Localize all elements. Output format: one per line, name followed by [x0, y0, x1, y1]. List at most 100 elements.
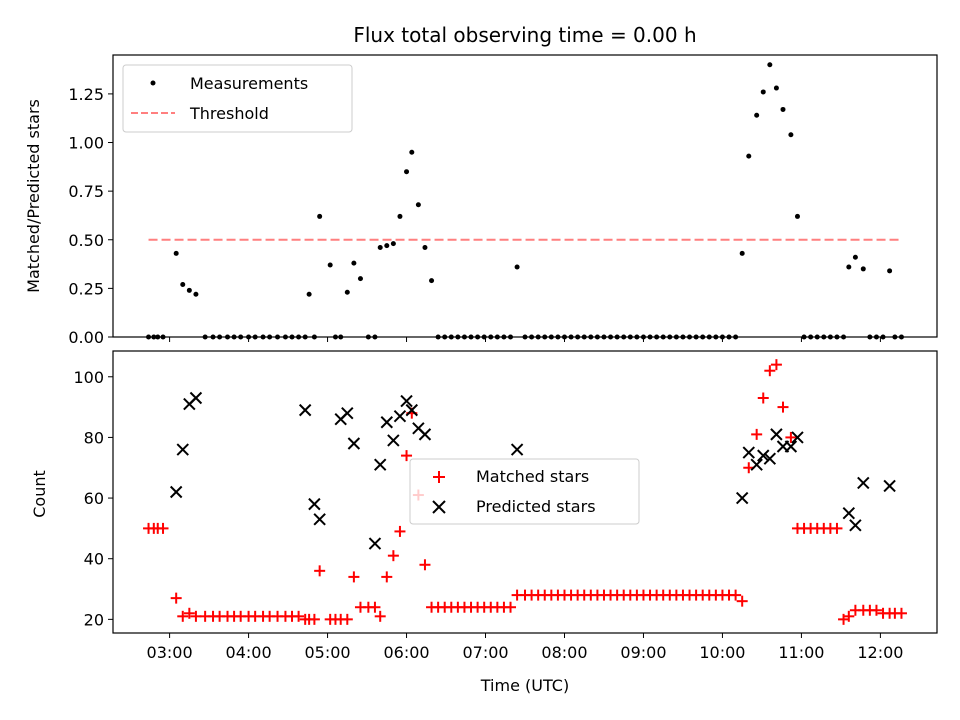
matched-star-point	[190, 610, 202, 622]
matched-star-point	[730, 589, 742, 601]
measurement-point	[357, 276, 363, 282]
measurement-point	[481, 334, 487, 340]
measurement-point	[435, 334, 441, 340]
matched-star-point	[785, 431, 797, 443]
predicted-star-point	[418, 428, 432, 441]
measurement-point	[494, 334, 500, 340]
matched-star-point	[843, 610, 855, 622]
measurement-point	[867, 334, 873, 340]
measurement-point	[246, 334, 252, 340]
y-tick-label: 20	[84, 610, 104, 629]
measurement-point	[311, 334, 317, 340]
measurement-point	[660, 334, 666, 340]
top-y-axis-label: Matched/Predicted stars	[24, 99, 43, 293]
measurement-point	[231, 334, 237, 340]
bottom-data-marks	[143, 359, 907, 625]
measurement-point	[151, 334, 157, 340]
measurement-point	[700, 334, 706, 340]
y-tick-label: 1.25	[68, 85, 104, 104]
measurement-point	[501, 334, 507, 340]
top-y-axis: 0.00 0.25 0.50 0.75 1.00 1.25	[68, 85, 113, 347]
matched-star-point	[308, 613, 320, 625]
predicted-star-point	[176, 443, 189, 456]
predicted-star-point	[784, 440, 798, 453]
measurement-point	[267, 334, 273, 340]
x-tick-label: 08:00	[541, 643, 587, 662]
measurement-point	[514, 264, 520, 270]
y-tick-label: 0.25	[68, 279, 104, 298]
measurement-point	[397, 213, 403, 219]
legend-predicted-marker	[432, 500, 446, 514]
matched-star-point	[369, 601, 381, 613]
measurement-point	[673, 334, 679, 340]
measurement-point	[555, 334, 561, 340]
measurement-point	[654, 334, 660, 340]
predicted-star-point	[842, 507, 856, 520]
predicted-star-point	[857, 476, 870, 490]
measurement-point	[627, 334, 633, 340]
measurement-point	[640, 334, 646, 340]
measurement-point	[601, 334, 607, 340]
measurement-point	[594, 334, 600, 340]
measurement-point	[210, 334, 216, 340]
measurement-point	[687, 334, 693, 340]
x-axis-label: Time (UTC)	[480, 676, 569, 695]
matched-star-point	[157, 522, 169, 534]
predicted-star-point	[770, 428, 783, 441]
predicted-star-point	[763, 452, 777, 465]
matched-star-point	[505, 601, 517, 613]
matched-star-point	[348, 571, 360, 583]
predicted-star-point	[849, 519, 862, 532]
legend-matched-label: Matched stars	[476, 467, 589, 486]
measurement-point	[788, 132, 794, 138]
matched-star-point	[341, 613, 353, 625]
matched-star-point	[870, 604, 882, 616]
measurement-point	[561, 334, 567, 340]
legend-measurements-marker	[150, 80, 156, 86]
measurement-point	[488, 334, 494, 340]
y-tick-label: 40	[84, 550, 104, 569]
measurement-point	[535, 334, 541, 340]
matched-star-point	[374, 610, 386, 622]
predicted-star-point	[380, 416, 393, 429]
legend-predicted-label: Predicted stars	[476, 497, 596, 516]
measurement-point	[180, 281, 186, 287]
bottom-plot-frame	[112, 350, 938, 634]
measurement-point	[338, 334, 344, 340]
measurement-point	[887, 268, 893, 274]
measurement-point	[146, 334, 152, 340]
measurement-point	[448, 334, 454, 340]
y-tick-label: 60	[84, 489, 104, 508]
predicted-star-point	[189, 391, 203, 405]
measurement-point	[746, 153, 752, 159]
measurement-point	[384, 243, 390, 249]
predicted-star-point	[883, 479, 896, 493]
predicted-star-point	[791, 431, 804, 444]
measurement-point	[821, 334, 827, 340]
matched-star-point	[170, 592, 182, 604]
measurement-point	[296, 334, 302, 340]
matched-star-point	[757, 392, 769, 404]
predicted-star-point	[405, 403, 419, 417]
measurement-point	[327, 262, 333, 268]
measurement-point	[422, 245, 428, 251]
measurement-point	[814, 334, 820, 340]
predicted-star-point	[308, 497, 321, 511]
matched-star-point	[770, 359, 782, 371]
measurement-point	[317, 213, 323, 219]
legend-matched-marker	[433, 471, 445, 483]
measurement-point	[365, 334, 371, 340]
matched-star-point	[293, 610, 305, 622]
measurement-point	[461, 334, 467, 340]
matched-star-point	[381, 571, 393, 583]
predicted-star-point	[400, 394, 413, 408]
measurement-point	[275, 334, 281, 340]
measurement-point	[852, 254, 858, 260]
predicted-star-point	[757, 449, 770, 462]
measurement-point	[225, 334, 231, 340]
x-tick-label: 11:00	[778, 643, 824, 662]
bottom-legend-box	[409, 458, 640, 525]
matched-star-point	[751, 428, 763, 440]
measurement-point	[860, 266, 866, 272]
measurement-point	[621, 334, 627, 340]
